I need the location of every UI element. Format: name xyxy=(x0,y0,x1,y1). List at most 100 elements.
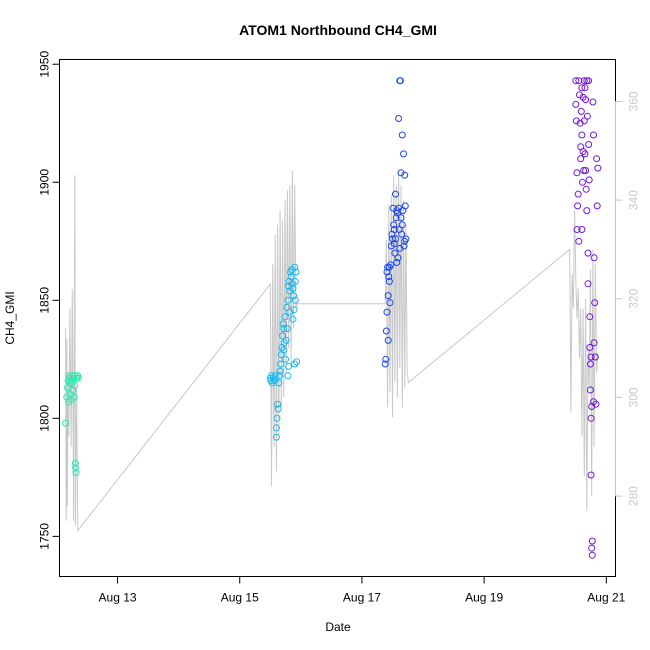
right-tick-label-300: 300 xyxy=(627,387,641,407)
data-point-s1-1 xyxy=(62,419,70,427)
data-point-s4-32 xyxy=(585,141,593,148)
data-point-s4-43 xyxy=(588,537,596,545)
data-point-s3-31 xyxy=(396,77,404,85)
data-point-s2-10 xyxy=(273,414,281,422)
data-point-s4-46 xyxy=(590,131,597,139)
data-point-s2-48 xyxy=(292,268,300,276)
x-tick-label-13: Aug 13 xyxy=(99,591,137,605)
data-point-s4-41 xyxy=(588,403,596,410)
data-point-s3-35 xyxy=(398,221,406,229)
secondary-series-line xyxy=(65,170,599,533)
data-point-s1-12 xyxy=(69,386,77,394)
data-point-s3-22 xyxy=(392,214,400,222)
data-point-s4-47 xyxy=(590,254,598,262)
data-point-s3-34 xyxy=(398,131,406,139)
data-point-s4-25 xyxy=(582,167,590,174)
x-tick-label-19: Aug 19 xyxy=(465,591,503,605)
data-point-s4-58 xyxy=(590,398,597,406)
data-point-s4-3 xyxy=(572,117,580,125)
data-point-s4-34 xyxy=(585,176,593,184)
data-point-s3-44 xyxy=(392,190,399,198)
data-point-s3-33 xyxy=(398,230,406,238)
data-point-s4-8 xyxy=(575,237,583,245)
data-point-s1-17 xyxy=(71,459,79,467)
right-tick-label-320: 320 xyxy=(627,288,641,308)
data-point-s3-32 xyxy=(397,214,405,222)
data-point-s4-11 xyxy=(576,119,584,127)
data-point-s2-21 xyxy=(280,325,288,333)
data-point-s4-40 xyxy=(587,471,595,479)
data-point-s4-20 xyxy=(580,167,588,174)
y-tick-label-1750: 1750 xyxy=(38,523,52,550)
data-point-s3-8 xyxy=(384,336,392,344)
data-point-s2-8 xyxy=(272,433,280,441)
data-point-s2-44 xyxy=(291,263,299,271)
data-point-s3-18 xyxy=(390,221,398,229)
y-tick-label-1900: 1900 xyxy=(38,169,52,196)
data-point-s4-14 xyxy=(577,107,585,115)
data-point-s4-51 xyxy=(592,400,600,408)
data-point-s4-49 xyxy=(591,299,599,307)
data-point-s2-13 xyxy=(275,379,283,387)
data-point-s2-14 xyxy=(276,372,283,380)
data-point-s4-53 xyxy=(593,202,601,210)
right-tick-label-340: 340 xyxy=(627,190,641,210)
data-point-s2-6 xyxy=(271,377,279,385)
data-point-s1-23 xyxy=(74,374,82,382)
data-point-s4-6 xyxy=(574,202,582,210)
data-point-s2-37 xyxy=(287,273,295,281)
data-point-s3-11 xyxy=(385,277,393,285)
data-point-s4-54 xyxy=(594,164,602,172)
data-point-s2-49 xyxy=(293,358,301,366)
data-point-s3-1 xyxy=(381,360,389,368)
data-point-s3-16 xyxy=(389,235,396,243)
right-tick-label-280: 280 xyxy=(627,486,641,506)
data-point-s4-33 xyxy=(585,77,593,85)
data-point-s4-5 xyxy=(573,226,581,233)
data-point-s4-37 xyxy=(586,360,594,368)
data-point-s2-45 xyxy=(291,360,299,368)
data-point-s3-41 xyxy=(401,202,409,210)
data-point-s4-10 xyxy=(576,91,583,99)
axes-layer: 1750 1800 1850 1900 1950 Aug 13 Aug 15 Aug 17 Au… xyxy=(38,51,641,605)
data-point-s3-46 xyxy=(397,169,405,177)
data-point-s4-30 xyxy=(584,249,592,257)
data-point-s4-1 xyxy=(572,77,580,85)
y-tick-label-1950: 1950 xyxy=(38,51,52,78)
data-point-s3-13 xyxy=(387,261,395,269)
data-point-s4-24 xyxy=(582,96,590,104)
data-point-s1-25 xyxy=(68,395,76,403)
data-point-s3-19 xyxy=(390,240,398,248)
data-point-s4-22 xyxy=(580,77,588,85)
data-point-s2-40 xyxy=(289,285,297,292)
data-point-s4-29 xyxy=(583,112,591,120)
data-point-s3-43 xyxy=(390,226,398,233)
data-point-s4-26 xyxy=(582,185,590,193)
data-point-s4-45 xyxy=(589,98,597,106)
data-point-s3-12 xyxy=(386,299,394,307)
data-point-s4-35 xyxy=(586,344,594,351)
right-tick-label-360: 360 xyxy=(627,91,641,111)
x-axis-title: Date xyxy=(325,620,351,634)
y-tick-label-1850: 1850 xyxy=(38,287,52,314)
data-point-s2-24 xyxy=(281,313,289,321)
x-tick-label-15: Aug 15 xyxy=(221,591,259,605)
plot-frame xyxy=(59,59,616,577)
data-point-s3-38 xyxy=(400,242,408,250)
data-point-s2-29 xyxy=(284,296,292,304)
data-point-s2-15 xyxy=(276,367,284,375)
data-point-s4-38 xyxy=(586,386,594,394)
data-point-s2-30 xyxy=(284,372,292,380)
data-point-s2-12 xyxy=(274,405,282,413)
data-point-s4-2 xyxy=(572,100,580,108)
data-point-s2-25 xyxy=(282,355,290,363)
data-point-s4-17 xyxy=(579,178,586,186)
data-point-s2-28 xyxy=(283,325,291,333)
data-point-s4-55 xyxy=(578,226,586,233)
data-point-s1-18 xyxy=(71,464,79,472)
chart-title: ATOM1 Northbound CH4_GMI xyxy=(239,22,437,38)
data-point-s2-32 xyxy=(285,362,293,370)
data-point-s4-50 xyxy=(591,353,599,361)
data-point-s4-27 xyxy=(583,207,591,215)
